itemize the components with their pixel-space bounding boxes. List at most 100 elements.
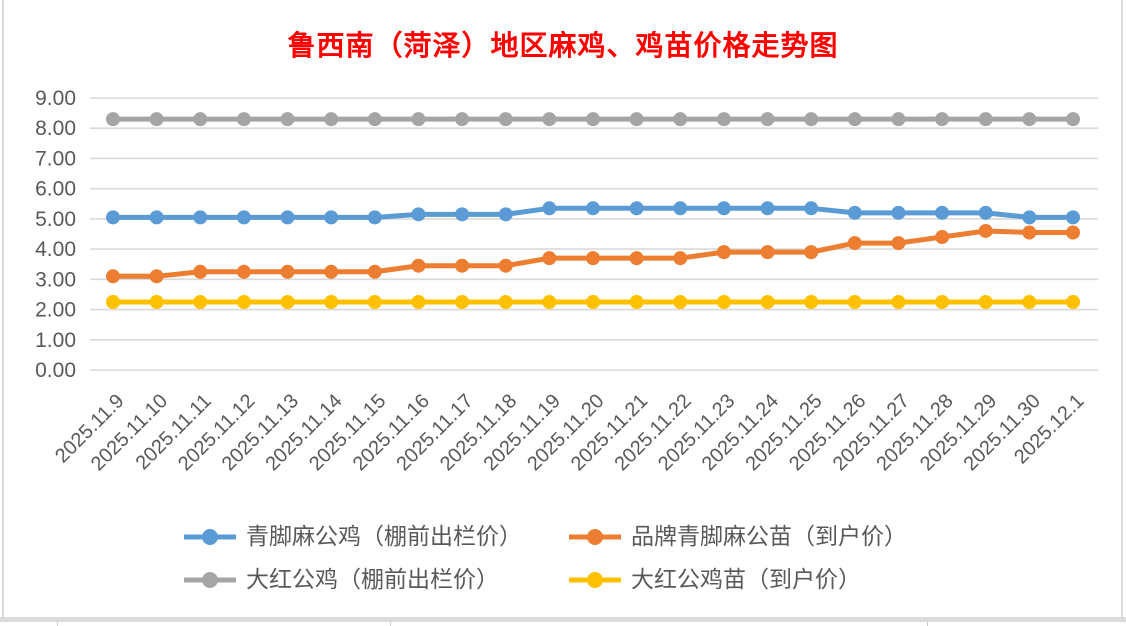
data-point[interactable] bbox=[106, 112, 120, 127]
data-point[interactable] bbox=[236, 295, 251, 309]
data-point[interactable] bbox=[586, 295, 600, 309]
data-point[interactable] bbox=[1022, 112, 1037, 127]
data-point[interactable] bbox=[586, 112, 600, 127]
data-point[interactable] bbox=[280, 210, 295, 225]
data-point[interactable] bbox=[367, 295, 382, 309]
data-point[interactable] bbox=[106, 295, 120, 309]
data-point[interactable] bbox=[193, 295, 208, 309]
data-point[interactable] bbox=[804, 201, 819, 216]
data-point[interactable] bbox=[280, 112, 295, 127]
data-point[interactable] bbox=[673, 251, 688, 266]
legend-item-qingjiao-ma-gongji[interactable]: 青脚麻公鸡（棚前出栏价） bbox=[183, 522, 568, 552]
data-point[interactable] bbox=[455, 258, 470, 273]
data-point[interactable] bbox=[367, 264, 382, 279]
data-point[interactable] bbox=[629, 201, 644, 216]
data-point[interactable] bbox=[716, 201, 731, 216]
data-point[interactable] bbox=[935, 112, 950, 127]
legend-item-pinpai-qingjiao-ma-gongmiao[interactable]: 品牌青脚麻公苗（到户价） bbox=[568, 522, 907, 552]
data-point[interactable] bbox=[236, 210, 251, 225]
data-point[interactable] bbox=[149, 269, 164, 284]
data-point[interactable] bbox=[498, 295, 513, 309]
data-point[interactable] bbox=[498, 258, 513, 273]
data-point[interactable] bbox=[455, 295, 470, 309]
data-point[interactable] bbox=[935, 295, 950, 309]
data-point[interactable] bbox=[106, 269, 120, 284]
data-point[interactable] bbox=[760, 245, 775, 260]
data-point[interactable] bbox=[1022, 210, 1037, 225]
data-point[interactable] bbox=[629, 295, 644, 309]
data-point[interactable] bbox=[1022, 295, 1037, 309]
data-point[interactable] bbox=[891, 236, 906, 251]
data-point[interactable] bbox=[891, 205, 906, 220]
data-point[interactable] bbox=[716, 112, 731, 127]
data-point[interactable] bbox=[324, 210, 339, 225]
data-point[interactable] bbox=[411, 112, 426, 127]
data-point[interactable] bbox=[411, 207, 426, 222]
data-point[interactable] bbox=[760, 295, 775, 309]
data-point[interactable] bbox=[542, 251, 557, 266]
data-point[interactable] bbox=[455, 112, 470, 127]
data-point[interactable] bbox=[716, 295, 731, 309]
data-point[interactable] bbox=[935, 205, 950, 220]
data-point[interactable] bbox=[847, 205, 862, 220]
data-point[interactable] bbox=[280, 264, 295, 279]
data-point[interactable] bbox=[673, 112, 688, 127]
data-point[interactable] bbox=[455, 207, 470, 222]
data-point[interactable] bbox=[324, 295, 339, 309]
data-point[interactable] bbox=[978, 223, 993, 238]
data-point[interactable] bbox=[804, 295, 819, 309]
spreadsheet-column-tick bbox=[927, 622, 928, 626]
data-point[interactable] bbox=[1022, 225, 1037, 240]
data-point[interactable] bbox=[193, 264, 208, 279]
data-point[interactable] bbox=[498, 112, 513, 127]
data-point[interactable] bbox=[149, 210, 164, 225]
data-point[interactable] bbox=[978, 205, 993, 220]
data-point[interactable] bbox=[760, 112, 775, 127]
data-point[interactable] bbox=[804, 245, 819, 260]
data-point[interactable] bbox=[891, 112, 906, 127]
data-point[interactable] bbox=[236, 112, 251, 127]
data-point[interactable] bbox=[804, 112, 819, 127]
data-point[interactable] bbox=[236, 264, 251, 279]
legend-item-dahong-gongjimiao[interactable]: 大红公鸡苗（到户价） bbox=[568, 565, 907, 595]
data-point[interactable] bbox=[629, 251, 644, 266]
data-point[interactable] bbox=[978, 295, 993, 309]
data-point[interactable] bbox=[673, 201, 688, 216]
data-point[interactable] bbox=[847, 236, 862, 251]
legend-item-dahong-gongji[interactable]: 大红公鸡（棚前出栏价） bbox=[183, 565, 568, 595]
data-point[interactable] bbox=[542, 201, 557, 216]
data-point[interactable] bbox=[978, 112, 993, 127]
data-point[interactable] bbox=[1066, 225, 1080, 240]
y-axis-tick-label: 0.00 bbox=[35, 359, 76, 382]
data-point[interactable] bbox=[106, 210, 120, 225]
data-point[interactable] bbox=[411, 295, 426, 309]
data-point[interactable] bbox=[193, 112, 208, 127]
data-point[interactable] bbox=[935, 230, 950, 245]
data-point[interactable] bbox=[891, 295, 906, 309]
spreadsheet-gridline-right bbox=[1121, 0, 1123, 620]
data-point[interactable] bbox=[542, 295, 557, 309]
data-point[interactable] bbox=[847, 112, 862, 127]
data-point[interactable] bbox=[760, 201, 775, 216]
data-point[interactable] bbox=[586, 251, 600, 266]
data-point[interactable] bbox=[1066, 210, 1080, 225]
data-point[interactable] bbox=[629, 112, 644, 127]
data-point[interactable] bbox=[324, 112, 339, 127]
data-point[interactable] bbox=[716, 245, 731, 260]
data-point[interactable] bbox=[149, 295, 164, 309]
data-point[interactable] bbox=[193, 210, 208, 225]
data-point[interactable] bbox=[673, 295, 688, 309]
data-point[interactable] bbox=[1066, 295, 1080, 309]
data-point[interactable] bbox=[367, 112, 382, 127]
data-point[interactable] bbox=[498, 207, 513, 222]
data-point[interactable] bbox=[280, 295, 295, 309]
data-point[interactable] bbox=[324, 264, 339, 279]
data-point[interactable] bbox=[411, 258, 426, 273]
data-point[interactable] bbox=[586, 201, 600, 216]
data-point[interactable] bbox=[149, 112, 164, 127]
y-axis-tick-label: 5.00 bbox=[35, 208, 76, 231]
data-point[interactable] bbox=[542, 112, 557, 127]
data-point[interactable] bbox=[1066, 112, 1080, 127]
data-point[interactable] bbox=[367, 210, 382, 225]
data-point[interactable] bbox=[847, 295, 862, 309]
